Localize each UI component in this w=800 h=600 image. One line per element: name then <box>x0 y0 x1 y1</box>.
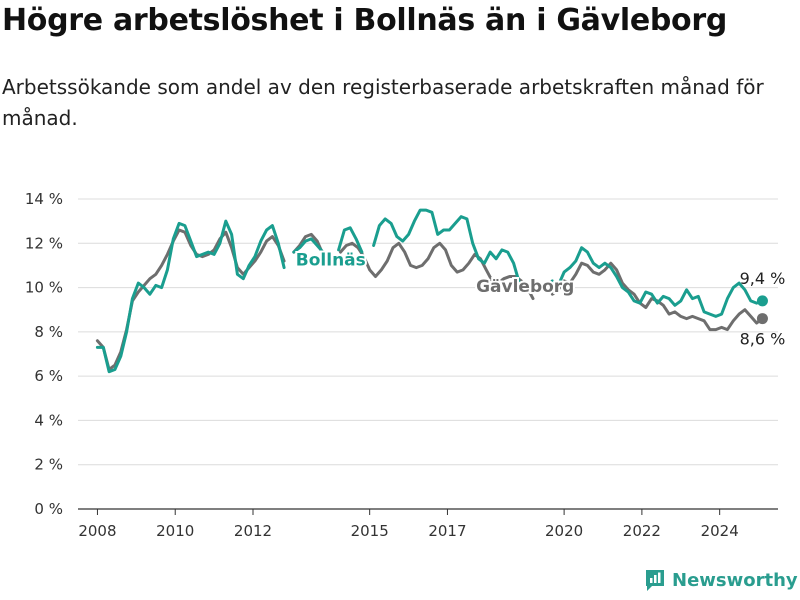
y-tick-label: 4 % <box>34 411 63 429</box>
x-tick-label: 2020 <box>545 522 583 540</box>
end-point-gävleborg <box>756 313 768 325</box>
x-tick-label: 2008 <box>78 522 116 540</box>
chart-subtitle: Arbetssökande som andel av den registerb… <box>2 75 764 130</box>
end-value-label: 8,6 % <box>740 330 786 349</box>
x-tick-label: 2022 <box>623 522 661 540</box>
y-tick-label: 8 % <box>34 323 63 341</box>
series-line-bollnäs <box>95 208 764 374</box>
newsworthy-logo-icon <box>646 570 664 591</box>
y-tick-label: 12 % <box>25 234 63 252</box>
x-tick-label: 2015 <box>351 522 389 540</box>
series-label-bollnäs: Bollnäs <box>296 250 366 270</box>
chart-title: Högre arbetslöshet i Bollnäs än i Gävleb… <box>2 3 728 38</box>
x-tick-label: 2024 <box>701 522 739 540</box>
y-tick-label: 2 % <box>34 456 63 474</box>
series-line-gävleborg <box>95 228 764 371</box>
y-tick-label: 0 % <box>34 500 63 518</box>
end-point-bollnäs <box>756 295 768 307</box>
x-tick-label: 2017 <box>428 522 466 540</box>
end-value-label: 9,4 % <box>740 269 786 288</box>
x-tick-label: 2012 <box>234 522 272 540</box>
y-tick-label: 10 % <box>25 279 63 297</box>
x-tick-label: 2010 <box>156 522 194 540</box>
y-tick-label: 14 % <box>25 190 63 208</box>
newsworthy-brand: Newsworthy <box>644 568 798 592</box>
series-label-gävleborg: Gävleborg <box>476 277 574 297</box>
brand-name: Newsworthy <box>672 569 798 591</box>
y-tick-label: 6 % <box>34 367 63 385</box>
